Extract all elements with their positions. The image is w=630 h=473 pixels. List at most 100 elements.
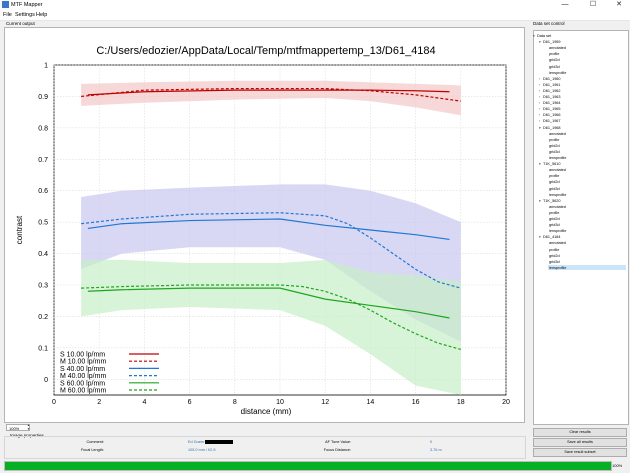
zoom-down-icon[interactable]: ▼ xyxy=(27,426,30,431)
progress-bar xyxy=(4,461,612,471)
tree-expand-icon[interactable]: › xyxy=(539,82,541,87)
comment-value: Ed Dozier xyxy=(188,440,205,444)
legend-label: S 10.00 lp/mm xyxy=(60,352,105,359)
menu-bar xyxy=(0,10,630,21)
tree-group[interactable]: D61_1966 xyxy=(543,113,561,118)
tree-expand-icon[interactable]: › xyxy=(539,119,541,124)
series-line xyxy=(87,218,450,241)
tree-group[interactable]: D61_1960 xyxy=(543,76,561,81)
tree-leaf[interactable]: profile xyxy=(549,52,560,57)
tree-leaf[interactable]: grid3d xyxy=(549,149,560,154)
series-line xyxy=(81,212,461,289)
close-button[interactable]: ✕ xyxy=(616,1,622,8)
tree-expand-icon[interactable]: › xyxy=(539,101,541,106)
tree-group[interactable]: D61_1965 xyxy=(543,107,561,112)
progress-fill xyxy=(5,462,611,470)
tree-expand-icon[interactable]: › xyxy=(539,95,541,99)
current-output-header: Current output xyxy=(6,21,35,26)
tree-leaf[interactable]: annotated xyxy=(549,241,566,246)
tree-group[interactable]: T1K_5610 xyxy=(543,162,561,167)
tree-group[interactable]: D61_1964 xyxy=(543,101,561,106)
save-all-results-button[interactable]: Save all results xyxy=(533,438,627,447)
tree-group[interactable]: D61_1959 xyxy=(543,40,561,45)
tree-expand-icon[interactable]: ▾ xyxy=(539,162,541,167)
tree-expand-icon[interactable]: › xyxy=(539,113,541,118)
tree-leaf[interactable]: grid2d xyxy=(549,180,560,185)
tree-leaf[interactable]: profile xyxy=(549,174,560,179)
menu-settings[interactable]: Settings xyxy=(15,12,35,18)
menu-file[interactable]: File xyxy=(3,12,12,18)
focal-length-value: 105.0 mm / f/2.8 xyxy=(188,448,216,452)
tree-leaf[interactable]: lensprofile xyxy=(549,265,567,270)
tree-expand-icon[interactable]: › xyxy=(539,88,541,93)
tree-leaf[interactable]: grid3d xyxy=(549,259,560,264)
tree-leaf[interactable]: profile xyxy=(549,210,560,215)
x-tick-label: 0 xyxy=(52,399,56,406)
zoom-input[interactable]: 100% xyxy=(6,424,30,431)
zoom-stepper[interactable]: ▲ ▼ xyxy=(26,423,31,431)
minimize-button[interactable]: — xyxy=(561,1,569,8)
tree-expand-icon[interactable]: › xyxy=(539,76,541,81)
tree-leaf[interactable]: profile xyxy=(549,247,560,252)
tree-leaf[interactable]: lensprofile xyxy=(549,229,567,234)
y-tick-label: 0.2 xyxy=(38,314,48,321)
tree-leaf[interactable]: grid2d xyxy=(549,253,560,258)
tree-leaf[interactable]: grid3d xyxy=(549,223,560,228)
maximize-button[interactable]: ☐ xyxy=(589,1,597,8)
y-tick-label: 1 xyxy=(44,63,48,70)
tree-leaf[interactable]: annotated xyxy=(549,131,566,136)
tick-labels: 0 2 4 6 8 10 12 14 16 18 20 0 0.1 0.2 0.3 0.4 0.5 0.6 0.7 0… xyxy=(38,63,510,407)
tree-group[interactable]: D61_1967 xyxy=(543,119,561,124)
tree-expand-icon[interactable]: ▾ xyxy=(533,34,535,38)
tree-group[interactable]: D61_4184 xyxy=(543,235,561,240)
y-tick-label: 0.6 xyxy=(38,188,48,195)
zoom-up-icon[interactable]: ▲ xyxy=(27,423,30,427)
legend-label: M 40.00 lp/mm xyxy=(60,373,106,380)
tree-leaf[interactable]: annotated xyxy=(549,46,566,51)
tree-expand-icon[interactable]: ▾ xyxy=(539,235,541,240)
focus-distance-label: Focus Distance: xyxy=(323,448,351,452)
tree-leaf[interactable]: grid3d xyxy=(549,186,560,191)
tree-group[interactable]: D61_1968 xyxy=(543,125,561,130)
tree-expand-icon[interactable]: ▾ xyxy=(539,125,541,130)
focus-distance-value: 3.76 m xyxy=(430,448,442,452)
tree-leaf[interactable]: grid2d xyxy=(549,143,560,148)
y-tick-label: 0.9 xyxy=(38,94,48,101)
title-bar xyxy=(0,0,630,10)
tree-leaf[interactable]: grid2d xyxy=(549,58,560,63)
tree-expand-icon[interactable]: ▾ xyxy=(539,40,541,45)
tree-leaf[interactable]: grid3d xyxy=(549,64,560,69)
confidence-band xyxy=(81,184,461,342)
y-tick-label: 0.1 xyxy=(38,345,48,352)
image-properties-group xyxy=(4,436,526,459)
x-axis-label: distance (mm) xyxy=(241,407,292,416)
y-tick-label: 0.5 xyxy=(38,220,48,227)
menu-help[interactable]: Help xyxy=(36,12,48,18)
tree-leaf[interactable]: profile xyxy=(549,137,560,142)
tree-group[interactable]: D61_1962 xyxy=(543,88,561,93)
y-tick-label: 0.4 xyxy=(38,251,48,258)
tree-expand-icon[interactable]: › xyxy=(539,107,541,112)
comment-label: Comment: xyxy=(86,440,104,444)
af-tune-value: 0 xyxy=(430,440,433,444)
tree-group[interactable]: T1K_5620 xyxy=(543,198,561,203)
tree-leaf[interactable]: lensprofile xyxy=(549,192,567,197)
legend-label: M 60.00 lp/mm xyxy=(60,388,106,395)
tree-leaf[interactable]: lensprofile xyxy=(549,70,567,75)
save-result-subset-button[interactable]: Save result subset xyxy=(533,448,627,457)
tree-leaf[interactable]: annotated xyxy=(549,204,566,209)
tree-leaf[interactable]: annotated xyxy=(549,168,566,173)
data-set-tree[interactable]: ▾ Data set ▾ D61_1959 annotated profile grid2d… xyxy=(533,30,629,425)
tree-leaf[interactable]: grid2d xyxy=(549,217,560,221)
progress-label: 100% xyxy=(612,463,623,468)
tree-group[interactable]: D61_1963 xyxy=(543,95,561,99)
legend-label: S 60.00 lp/mm xyxy=(60,380,105,387)
tree-leaf[interactable]: lensprofile xyxy=(549,156,567,160)
x-tick-label: 4 xyxy=(142,399,146,406)
tree-expand-icon[interactable]: ▾ xyxy=(539,198,541,203)
tree-root[interactable]: Data set xyxy=(537,34,552,38)
image-properties-header: Image properties xyxy=(10,433,44,438)
tree-group[interactable]: D61_1961 xyxy=(543,82,561,87)
clear-results-button[interactable]: Clear results xyxy=(533,428,627,437)
chart-title: C:/Users/edozier/AppData/Local/Temp/mtfm… xyxy=(96,45,435,57)
